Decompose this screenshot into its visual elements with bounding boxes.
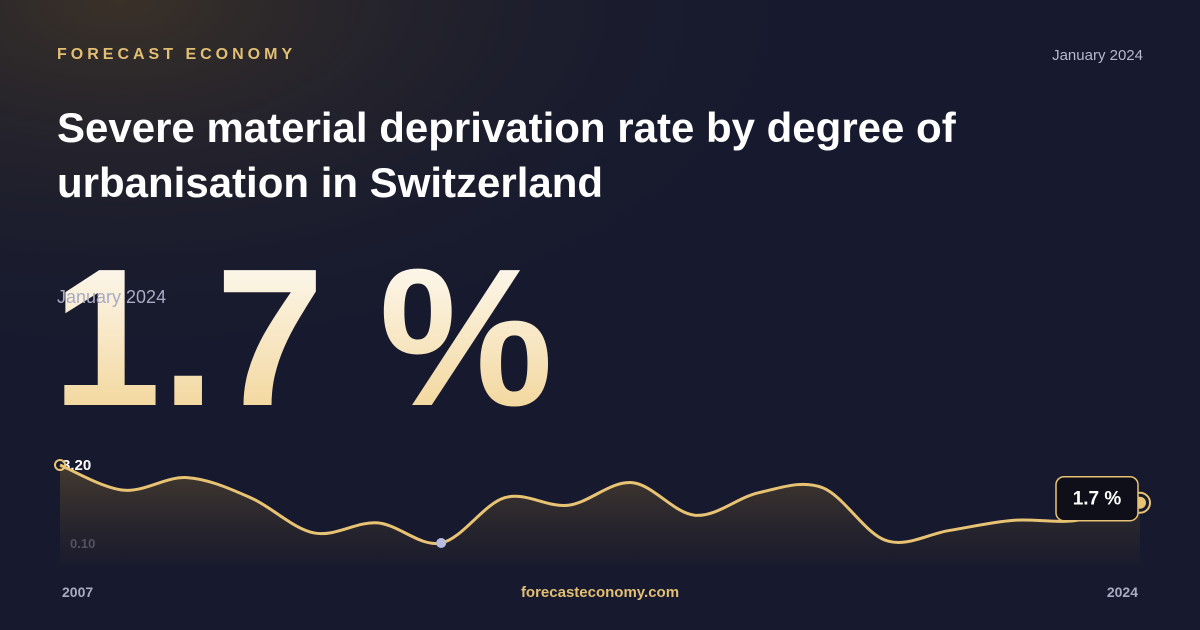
x-tick-label: 2024 <box>1107 584 1138 600</box>
title: urbanisation in Switzerland <box>57 159 603 206</box>
line <box>59 463 1141 545</box>
brand: FORECAST ECONOMY <box>57 46 296 63</box>
start-point <box>54 459 66 471</box>
callout-box <box>1055 475 1139 522</box>
headline-value: 1.7 % <box>52 228 553 447</box>
headline-date: January 2024 <box>57 287 166 307</box>
area <box>60 465 1140 565</box>
x-tick-label: 2007 <box>62 584 93 600</box>
date: January 2024 <box>1052 47 1143 64</box>
min-point <box>436 538 447 548</box>
footer: forecasteconomy.com <box>521 584 679 601</box>
title: Severe material deprivation rate by degr… <box>57 104 957 151</box>
callout-label: 1.7 % <box>1073 489 1122 510</box>
